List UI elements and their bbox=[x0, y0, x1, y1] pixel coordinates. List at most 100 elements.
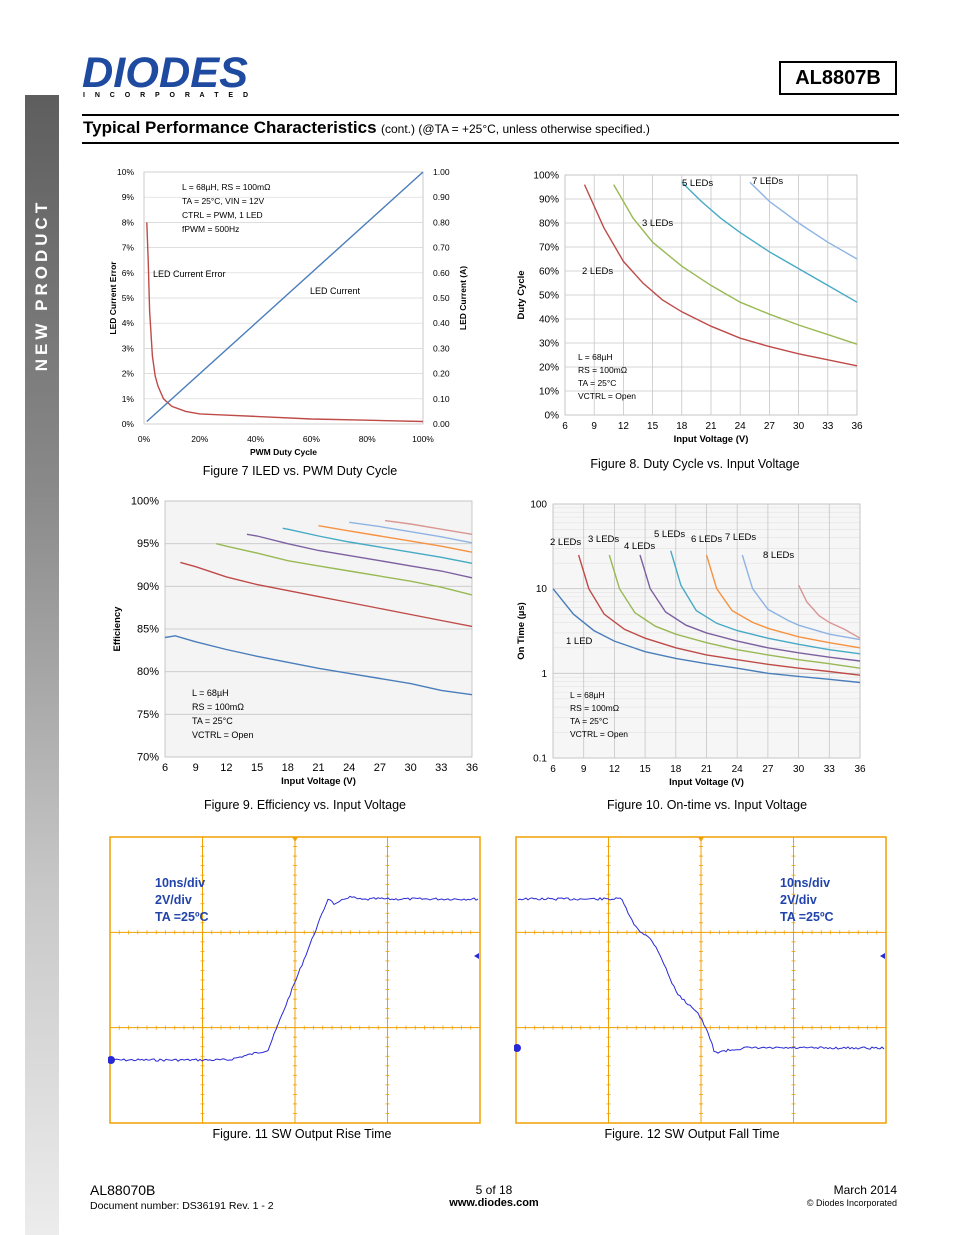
y-tick-label: 1 bbox=[541, 669, 547, 680]
y-tick-label: 100% bbox=[131, 496, 159, 508]
side-banner-text: NEW PRODUCT bbox=[32, 198, 51, 372]
x-tick-label: 24 bbox=[735, 421, 747, 432]
section-title-main: Typical Performance Characteristics bbox=[83, 118, 377, 137]
annotation-line: RS = 100mΩ bbox=[570, 703, 619, 713]
x-tick-label: 9 bbox=[581, 764, 587, 775]
part-number-box: AL8807B bbox=[779, 61, 897, 95]
header-rule bbox=[82, 114, 899, 116]
x-axis-title: Input Voltage (V) bbox=[674, 434, 749, 445]
annotation-line: fPWM = 500Hz bbox=[182, 224, 239, 234]
side-banner bbox=[25, 95, 59, 1235]
series-line-2-leds bbox=[180, 561, 473, 628]
level-marker bbox=[474, 953, 479, 959]
y-tick-label: 2% bbox=[122, 369, 135, 379]
y-tick-label: 0% bbox=[122, 419, 135, 429]
y-tick-label: 0.1 bbox=[533, 754, 547, 765]
x-tick-label: 60% bbox=[303, 434, 320, 444]
x-tick-label: 15 bbox=[251, 762, 263, 774]
series-line-4-leds bbox=[246, 533, 473, 579]
y-tick-label: 100 bbox=[530, 500, 547, 511]
x-tick-label: 18 bbox=[670, 764, 682, 775]
y-tick-label: 80% bbox=[137, 666, 159, 678]
y2-tick-label: 0.50 bbox=[433, 293, 450, 303]
series-line-8-leds bbox=[384, 519, 473, 535]
series-label: 7 LEDs bbox=[752, 176, 783, 187]
x-tick-label: 100% bbox=[412, 434, 434, 444]
series-line-2-leds bbox=[583, 184, 858, 367]
y-tick-label: 5% bbox=[122, 293, 135, 303]
x-tick-label: 36 bbox=[851, 421, 863, 432]
x-tick-label: 6 bbox=[162, 762, 168, 774]
x-tick-label: 33 bbox=[822, 421, 834, 432]
y-tick-label: 4% bbox=[122, 318, 135, 328]
x-tick-label: 24 bbox=[732, 764, 744, 775]
x-tick-label: 18 bbox=[676, 421, 688, 432]
y-tick-label: 70% bbox=[539, 243, 559, 254]
y-axis-title: Duty Cycle bbox=[516, 270, 527, 319]
x-tick-label: 9 bbox=[591, 421, 597, 432]
annotation-line: L = 68µH bbox=[192, 688, 229, 698]
caption-fig7: Figure 7 ILED vs. PWM Duty Cycle bbox=[202, 464, 398, 478]
x-tick-label: 30 bbox=[793, 421, 805, 432]
x-tick-label: 21 bbox=[701, 764, 713, 775]
trigger-marker bbox=[292, 837, 298, 842]
footer-date: March 2014 bbox=[833, 1183, 897, 1197]
series-line-led-current-error bbox=[146, 222, 424, 423]
footer-url[interactable]: www.diodes.com bbox=[449, 1197, 539, 1209]
x-tick-label: 33 bbox=[824, 764, 836, 775]
annotation-line: TA = 25°C bbox=[192, 716, 233, 726]
x-tick-label: 9 bbox=[193, 762, 199, 774]
x-tick-label: 27 bbox=[374, 762, 386, 774]
scope-trace bbox=[517, 897, 885, 1054]
y-tick-label: 8% bbox=[122, 217, 135, 227]
scope-label: 2V/div bbox=[780, 893, 817, 907]
y-tick-label: 10 bbox=[536, 584, 548, 595]
y-tick-label: 90% bbox=[137, 581, 159, 593]
series-line-1-led bbox=[552, 588, 861, 684]
y2-tick-label: 0.90 bbox=[433, 192, 450, 202]
series-label: LED Current bbox=[310, 286, 361, 296]
annotation-line: TA = 25°C bbox=[578, 378, 616, 388]
series-line-8-leds bbox=[797, 584, 861, 639]
series-label: 3 LEDs bbox=[588, 534, 619, 545]
annotation-line: L = 68µH bbox=[578, 352, 613, 362]
series-label: 5 LEDs bbox=[682, 178, 713, 189]
x-tick-label: 18 bbox=[282, 762, 294, 774]
y-tick-label: 1% bbox=[122, 394, 135, 404]
y-tick-label: 10% bbox=[117, 167, 134, 177]
trigger-marker bbox=[698, 837, 704, 842]
y2-tick-label: 0.20 bbox=[433, 369, 450, 379]
scope-fall: 10ns/div 2V/div TA =25ºC bbox=[514, 836, 887, 1124]
diodes-logo: DIODES I N C O R P O R A T E D bbox=[82, 52, 248, 99]
y-tick-label: 9% bbox=[122, 192, 135, 202]
chart-fig10: 0.1 1 10 100 6 9 12 15 18 21 24 27 30 33 36 Input Volta… bbox=[516, 500, 866, 789]
footer-copyright: © Diodes Incorporated bbox=[806, 1198, 897, 1208]
y-tick-label: 70% bbox=[137, 752, 159, 764]
caption-fig9: Figure 9. Efficiency vs. Input Voltage bbox=[204, 798, 406, 812]
y2-tick-label: 0.70 bbox=[433, 243, 450, 253]
annotation-line: CTRL = PWM, 1 LED bbox=[182, 210, 263, 220]
series-line-4-leds bbox=[639, 554, 861, 662]
y2-tick-label: 1.00 bbox=[433, 167, 450, 177]
x-tick-label: 36 bbox=[854, 764, 866, 775]
section-title: Typical Performance Characteristics (con… bbox=[83, 118, 650, 138]
y-axis-title: On Time (µs) bbox=[516, 602, 527, 660]
x-tick-label: 21 bbox=[312, 762, 324, 774]
y-tick-label: 40% bbox=[539, 315, 559, 326]
x-axis-title: Input Voltage (V) bbox=[669, 777, 744, 788]
annotation-line: VCTRL = Open bbox=[578, 391, 636, 401]
x-tick-label: 15 bbox=[640, 764, 652, 775]
annotation-line: TA = 25°C, VIN = 12V bbox=[182, 196, 264, 206]
x-axis-title: PWM Duty Cycle bbox=[250, 447, 317, 457]
caption-fig12: Figure. 12 SW Output Fall Time bbox=[604, 1127, 780, 1141]
y-tick-label: 50% bbox=[539, 291, 559, 302]
y-tick-label: 95% bbox=[137, 538, 159, 550]
footer-doc-id: AL88070B bbox=[90, 1182, 156, 1198]
scope-label: TA =25ºC bbox=[155, 910, 209, 924]
y2-tick-label: 0.00 bbox=[433, 419, 450, 429]
y-tick-label: 3% bbox=[122, 343, 135, 353]
y-tick-label: 85% bbox=[137, 624, 159, 636]
series-line-led-current bbox=[146, 171, 424, 423]
x-tick-label: 20% bbox=[191, 434, 208, 444]
ground-marker bbox=[514, 1044, 521, 1052]
